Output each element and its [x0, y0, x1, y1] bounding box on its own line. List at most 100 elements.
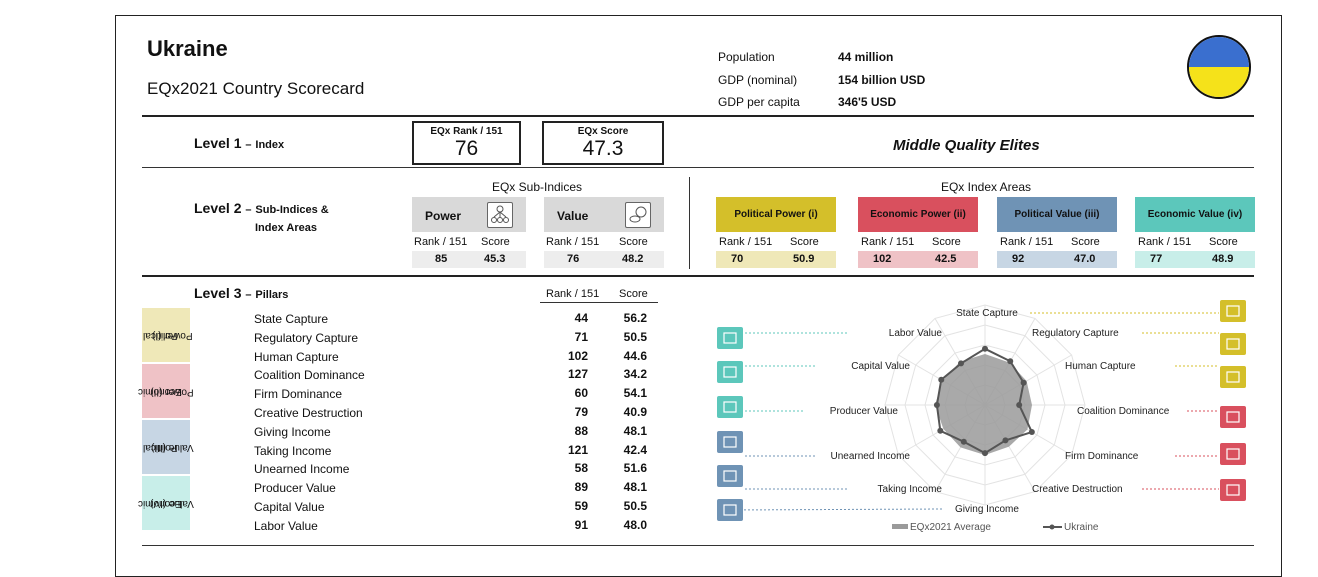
- eqx-score-caption: EQx Score: [577, 126, 629, 137]
- pillar-icon-glyph: [723, 401, 737, 413]
- pillar-rank: 121: [567, 442, 588, 457]
- pillar-icon: [717, 327, 743, 349]
- pillar-name: Giving Income: [254, 424, 331, 439]
- pillar-icon: [1220, 443, 1246, 465]
- rank-header: Rank / 151: [861, 236, 915, 248]
- legend-average-label: EQx2021 Average: [910, 522, 991, 533]
- radar-axis-label: Firm Dominance: [1065, 451, 1139, 462]
- rank-header: Rank / 151: [1000, 236, 1054, 248]
- pillars-rank-header: Rank / 151: [546, 288, 600, 300]
- subindex-power-score: 45.3: [484, 253, 506, 265]
- radar-point: [1002, 437, 1009, 444]
- eqx-rank-value: 76: [454, 137, 479, 160]
- radar-point: [938, 376, 945, 383]
- radar-point: [1007, 358, 1014, 365]
- score-header: Score: [790, 236, 819, 248]
- subindex-power-name: Power: [425, 209, 462, 223]
- pillar-icon: [717, 431, 743, 453]
- subindex-value-name: Value: [557, 209, 589, 223]
- divider: [142, 167, 1254, 168]
- pillar-icon: [1220, 366, 1246, 388]
- pillar-score: 50.5: [623, 329, 647, 344]
- scorecard-subtitle: EQx2021 Country Scorecard: [147, 79, 365, 98]
- pillar-rank: 44: [574, 311, 588, 325]
- radar-axis-label: Giving Income: [955, 504, 1019, 515]
- score-header: Score: [481, 236, 510, 248]
- radar-point: [933, 402, 940, 408]
- area-3-values: [1135, 251, 1255, 268]
- gdp-per-capita-value: 346'5 USD: [838, 95, 897, 109]
- pillar-score: 40.9: [623, 405, 647, 419]
- radar-axis-label: Labor Value: [889, 328, 943, 339]
- score-header: Score: [619, 236, 648, 248]
- pillar-icon: [1220, 300, 1246, 322]
- band-2-line2: Value (III): [150, 442, 194, 453]
- legend-ukraine-label: Ukraine: [1064, 522, 1099, 533]
- gdp-nominal-label: GDP (nominal): [718, 73, 798, 87]
- pillar-icon: [717, 396, 743, 418]
- area-2-name: Political Value (iii): [1014, 209, 1100, 220]
- pillar-icon: [1220, 333, 1246, 355]
- legend-average-swatch: [892, 524, 908, 529]
- pillar-icon-glyph: [723, 366, 737, 378]
- eqx-rank-box: EQx Rank / 151 76: [412, 121, 521, 165]
- eqx-score-box: EQx Score 47.3: [542, 121, 664, 165]
- area-3-name: Economic Value (iv): [1147, 209, 1243, 220]
- flag-icon: [1187, 35, 1251, 99]
- radar-axis-label: Producer Value: [830, 406, 899, 417]
- area-3-header: Economic Value (iv): [1135, 197, 1255, 232]
- area-0-score: 50.9: [793, 253, 815, 265]
- subindex-value-values: [544, 251, 664, 268]
- radar-axis-label: Capital Value: [851, 361, 910, 372]
- legend-ukraine-marker: [1049, 524, 1055, 530]
- pillar-name: Labor Value: [254, 518, 318, 533]
- radar-axis-label: Regulatory Capture: [1032, 328, 1119, 339]
- radar-axis-label: Coalition Dominance: [1077, 406, 1170, 417]
- population-label: Population: [718, 50, 775, 64]
- rank-header: Rank / 151: [546, 236, 600, 248]
- pillar-name: Regulatory Capture: [254, 330, 359, 345]
- coins-icon: [625, 202, 651, 228]
- pillar-name: Human Capture: [254, 349, 339, 364]
- pillar-name: Firm Dominance: [254, 387, 343, 402]
- pillar-icon-glyph: [1226, 484, 1240, 496]
- band-3: Economic Value (IV): [138, 476, 194, 530]
- area-2-rank: 92: [1012, 253, 1025, 265]
- pillar-rank: 88: [574, 423, 588, 438]
- radar-series-average: [935, 354, 1032, 455]
- radar-point: [982, 450, 988, 457]
- pillar-name: Creative Destruction: [254, 406, 363, 420]
- area-2-values: [997, 251, 1117, 268]
- subindex-value: Value: [544, 197, 664, 232]
- pillar-score: 44.6: [623, 348, 647, 363]
- pillar-icon-glyph: [1226, 371, 1240, 383]
- radar-point: [1028, 429, 1035, 436]
- pillar-score: 51.6: [623, 461, 647, 476]
- area-1-rank: 102: [873, 253, 892, 265]
- area-2-score: 47.0: [1074, 253, 1096, 265]
- eqx-rank-caption: EQx Rank / 151: [430, 126, 503, 137]
- pillar-name: Coalition Dominance: [254, 368, 365, 383]
- pillar-score: 56.2: [623, 311, 647, 325]
- pillar-name: Taking Income: [254, 443, 332, 458]
- level1-label: Level 1 – Index: [194, 135, 285, 151]
- radar-point: [958, 360, 964, 367]
- pillar-score: 34.2: [623, 367, 647, 382]
- areas-title: EQx Index Areas: [940, 180, 1032, 194]
- subindex-value-rank: 76: [567, 253, 580, 265]
- radar-point: [1016, 402, 1023, 408]
- subindex-power-values: [412, 251, 526, 268]
- score-header: Score: [1209, 236, 1238, 248]
- level2-label: Level 2 – Sub-Indices &: [194, 200, 329, 216]
- band-1-line2: Power (II): [150, 386, 194, 397]
- section-separator: [689, 177, 690, 269]
- pillar-icon-glyph: [723, 504, 737, 516]
- subindices-title: EQx Sub-Indices: [491, 180, 583, 194]
- country-title: Ukraine: [147, 36, 228, 61]
- pillars-score-header: Score: [619, 288, 648, 300]
- score-header: Score: [1071, 236, 1100, 248]
- radar-point: [960, 438, 967, 445]
- eqx-score-value: 47.3: [582, 137, 624, 160]
- area-2-header: Political Value (iii): [997, 197, 1117, 232]
- pillar-score: 50.5: [623, 499, 647, 513]
